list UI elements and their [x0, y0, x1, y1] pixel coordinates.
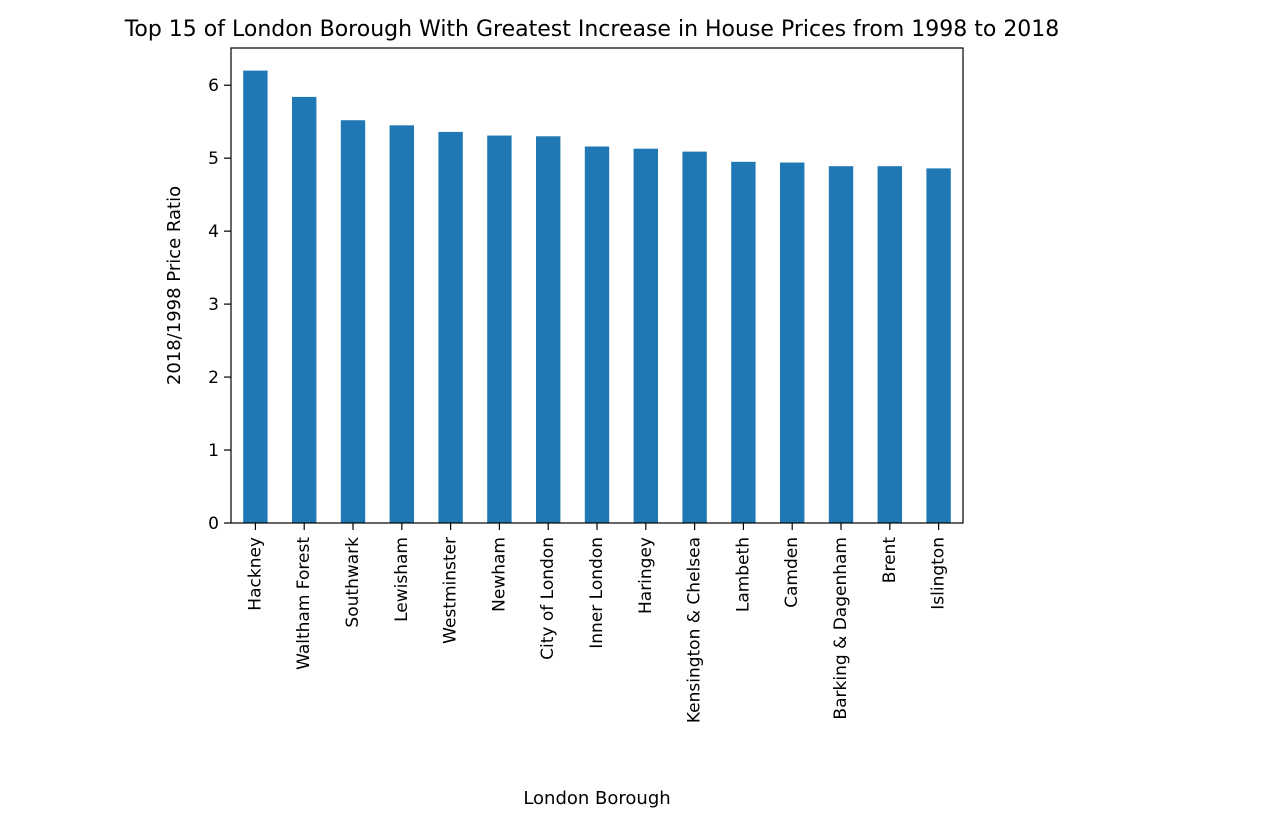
x-axis-ticks: Hackney Waltham Forest Southwark Lewisham We…	[245, 523, 949, 723]
bar-6	[536, 136, 561, 524]
bar-1	[292, 96, 317, 523]
bar-0	[243, 70, 268, 524]
bar-10	[731, 161, 756, 523]
bar-3	[389, 125, 414, 523]
y-tick-label-4: 4	[208, 222, 219, 242]
bars-group	[243, 70, 951, 524]
bar-7	[584, 146, 610, 523]
y-tick-label-1: 1	[208, 441, 219, 461]
y-axis-label: 2018/1998 Price Ratio	[164, 186, 185, 385]
bar-4	[438, 131, 463, 523]
y-tick-label-2: 2	[208, 368, 219, 388]
x-tick-label-12: Barking & Dagenham	[831, 537, 851, 720]
x-tick-label-13: Brent	[880, 537, 900, 584]
x-tick-label-4: Westminster	[441, 537, 461, 644]
x-tick-label-0: Hackney	[245, 537, 265, 611]
bar-13	[877, 166, 902, 523]
bar-11	[780, 162, 805, 524]
bar-8	[633, 148, 658, 523]
x-axis-label: London Borough	[523, 788, 670, 809]
y-tick-label-0: 0	[208, 514, 219, 534]
x-tick-label-5: Newham	[489, 537, 509, 612]
x-tick-label-8: Haringey	[636, 537, 656, 614]
y-axis-ticks: 0 1 2 3 4 5 6	[208, 76, 231, 534]
y-tick-label-6: 6	[208, 76, 219, 96]
bar-5	[487, 135, 512, 523]
x-tick-label-7: Inner London	[587, 537, 607, 649]
bar-9	[682, 151, 707, 524]
bar-12	[828, 166, 854, 523]
y-tick-label-3: 3	[208, 295, 219, 315]
bar-2	[340, 120, 366, 524]
x-tick-label-2: Southwark	[343, 537, 363, 628]
bar-14	[926, 168, 951, 523]
chart-title: Top 15 of London Borough With Greatest I…	[124, 17, 1060, 42]
x-tick-label-6: City of London	[538, 537, 558, 660]
x-tick-label-10: Lambeth	[733, 537, 753, 612]
x-tick-label-14: Islington	[929, 537, 949, 610]
x-tick-label-11: Camden	[782, 537, 802, 608]
y-tick-label-5: 5	[208, 149, 219, 169]
x-tick-label-1: Waltham Forest	[294, 537, 314, 670]
x-tick-label-9: Kensington & Chelsea	[685, 537, 705, 723]
x-tick-label-3: Lewisham	[392, 537, 412, 622]
